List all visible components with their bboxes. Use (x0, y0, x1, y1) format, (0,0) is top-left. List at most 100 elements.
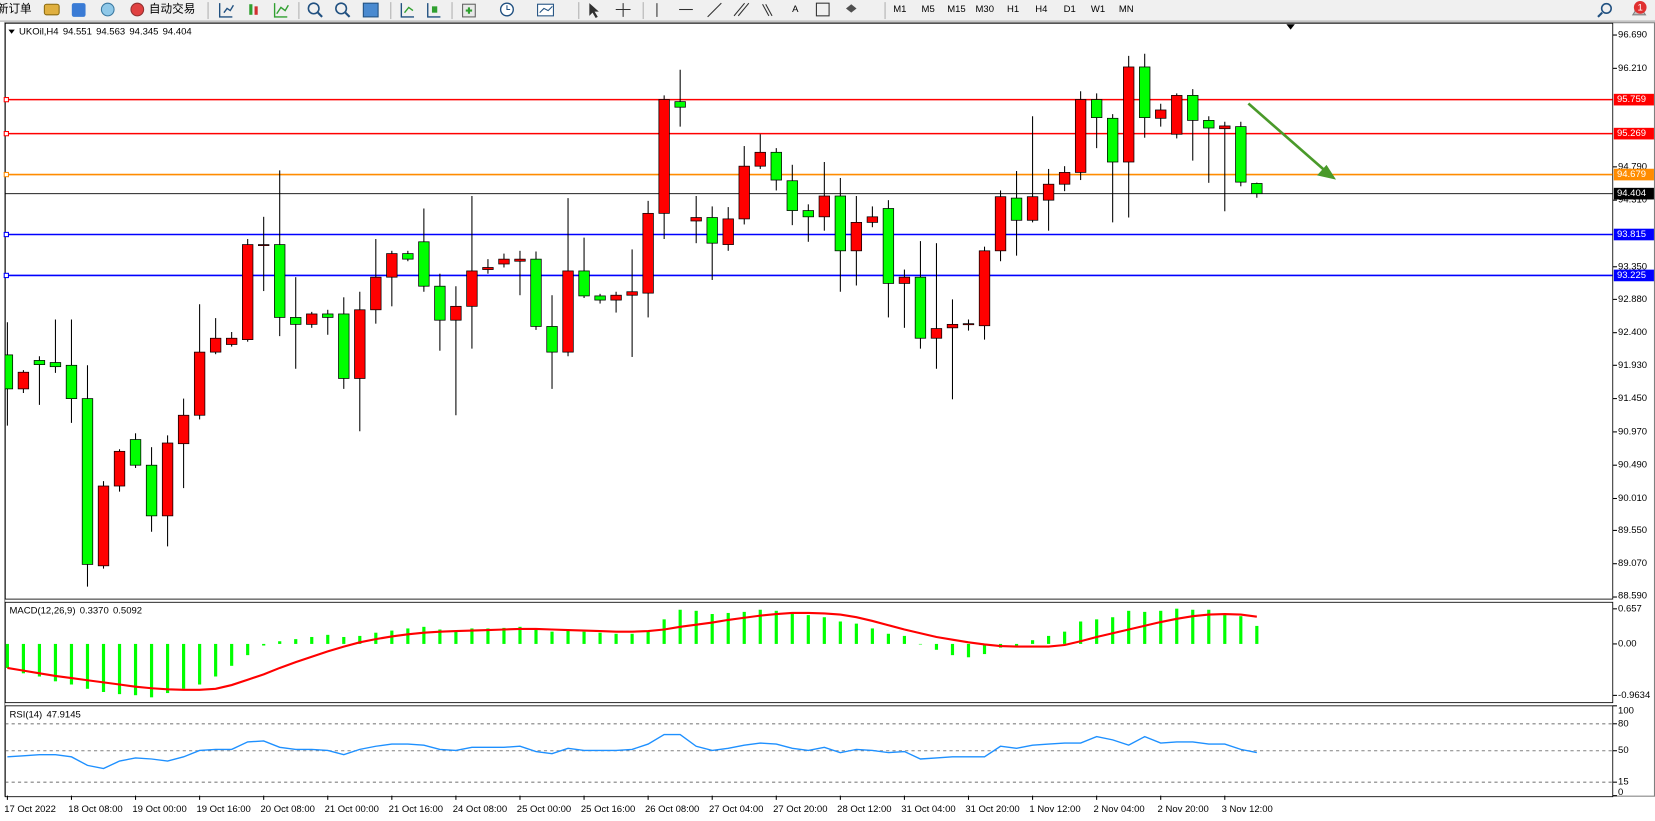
candle-body (658, 99, 670, 214)
macd-bar (1159, 610, 1163, 644)
macd-bar (454, 630, 458, 644)
macd-bar (53, 643, 58, 682)
timeframe-button[interactable]: M15 (947, 4, 965, 15)
current-price-label: 94.404 (1617, 188, 1646, 199)
candle-body (690, 217, 702, 222)
y-tick-label: 0 (1618, 787, 1623, 798)
macd-bar (5, 643, 9, 668)
macd-bar (918, 643, 923, 645)
macd-bar (1014, 643, 1019, 646)
timeframe-button[interactable]: MN (1119, 4, 1134, 15)
level-price-label: 95.269 (1617, 128, 1646, 139)
axes: 96.690 96.210 94.790 94.310 93.350 92.880 92.4… (3, 26, 1654, 815)
macd-bar (1175, 608, 1179, 644)
timeframe-button[interactable]: W1 (1091, 4, 1105, 15)
candle-body (914, 276, 927, 339)
header-value: 94.345 (129, 26, 158, 37)
level-handle (3, 272, 9, 279)
macd-bar (886, 633, 890, 644)
y-tick-label: 96.210 (1618, 63, 1647, 74)
x-tick-label: 1 Nov 12:00 (1029, 804, 1080, 815)
macd-bar (230, 643, 234, 666)
y-tick-label: 90.010 (1618, 493, 1647, 504)
level-handle (3, 171, 9, 178)
macd-bar (518, 626, 522, 644)
timeframe-button[interactable]: H1 (1007, 4, 1019, 15)
macd-bar (502, 627, 506, 644)
macd-bar (37, 643, 42, 677)
y-tick-label: 100 (1618, 706, 1634, 717)
timeframe-button[interactable]: H4 (1035, 4, 1047, 15)
timeframe-bar: M1 M5 M15 M30 H1 H4 D1 W1 MN (893, 4, 1134, 15)
x-tick-label: 25 Oct 16:00 (581, 804, 635, 815)
macd-bar (854, 623, 858, 644)
candle-body (930, 328, 943, 339)
x-tick-label: 24 Oct 08:00 (453, 804, 507, 815)
y-tick-label: 90.490 (1618, 460, 1647, 471)
toolbar-icons: A (43, 1, 1647, 20)
macd-bar (870, 628, 874, 644)
candle-body (242, 244, 254, 340)
candle-body (1074, 99, 1087, 173)
macd-bar (262, 643, 266, 646)
candle-body (274, 244, 286, 318)
candle-body (578, 270, 590, 297)
macd-bar (1030, 640, 1035, 644)
macd-bar (1079, 621, 1083, 644)
candle-body (1155, 109, 1167, 119)
macd-bar (310, 636, 314, 644)
macd-bar (598, 632, 602, 644)
shift-marker (1286, 24, 1295, 30)
macd-bar (1063, 631, 1067, 644)
macd-bar (774, 610, 778, 644)
macd-bar (950, 643, 955, 656)
candle-body (434, 285, 446, 321)
header-value: 94.404 (163, 26, 192, 37)
candle-body (754, 151, 766, 167)
y-tick-label: 88.590 (1618, 590, 1647, 601)
x-tick-label: 3 Nov 12:00 (1222, 804, 1273, 815)
macd-bar (966, 643, 971, 658)
timeframe-button[interactable]: M5 (922, 4, 935, 15)
y-tick-label: 94.790 (1618, 161, 1647, 172)
candle-body (1042, 183, 1055, 201)
auto-trading-button[interactable]: 自动交易 (149, 2, 195, 16)
macd-bar (149, 643, 154, 698)
x-tick-label: 20 Oct 08:00 (261, 804, 315, 815)
level-price-label: 93.225 (1617, 270, 1646, 281)
macd-bar (534, 629, 538, 644)
macd-bar (470, 628, 474, 644)
y-tick-label: 89.070 (1618, 558, 1647, 569)
y-tick-label: -0.9634 (1618, 690, 1650, 701)
indicator-title: RSI(14) (10, 709, 43, 720)
macd-bar (710, 614, 714, 644)
macd-bar (934, 643, 939, 650)
candle-body (1090, 99, 1103, 118)
y-tick-label: 15 (1618, 777, 1629, 788)
macd-bar (582, 631, 586, 644)
x-tick-label: 2 Nov 04:00 (1093, 804, 1144, 815)
timeframe-button[interactable]: D1 (1064, 4, 1076, 15)
trend-arrow (1247, 102, 1337, 180)
y-tick-label: 91.450 (1618, 393, 1647, 404)
candle-body (706, 217, 718, 244)
candle-body (594, 295, 606, 301)
macd-bar (358, 635, 362, 644)
candle-body (1203, 120, 1215, 129)
candle-body (1107, 117, 1119, 163)
candle-body (546, 326, 558, 353)
y-tick-label: 80 (1618, 718, 1629, 729)
macd-bar (662, 619, 666, 644)
candle-body (946, 323, 959, 329)
candle-body (1139, 66, 1151, 118)
main-plot (5, 53, 1613, 587)
candle-body (177, 414, 190, 445)
timeframe-button[interactable]: M1 (893, 4, 906, 15)
candle-body (802, 210, 814, 218)
macd-bar (1207, 609, 1211, 644)
timeframe-button[interactable]: M30 (976, 4, 994, 15)
new-order-button[interactable]: 新订单 (0, 2, 32, 16)
x-tick-label: 28 Oct 12:00 (837, 804, 891, 815)
candle-body (354, 309, 366, 379)
